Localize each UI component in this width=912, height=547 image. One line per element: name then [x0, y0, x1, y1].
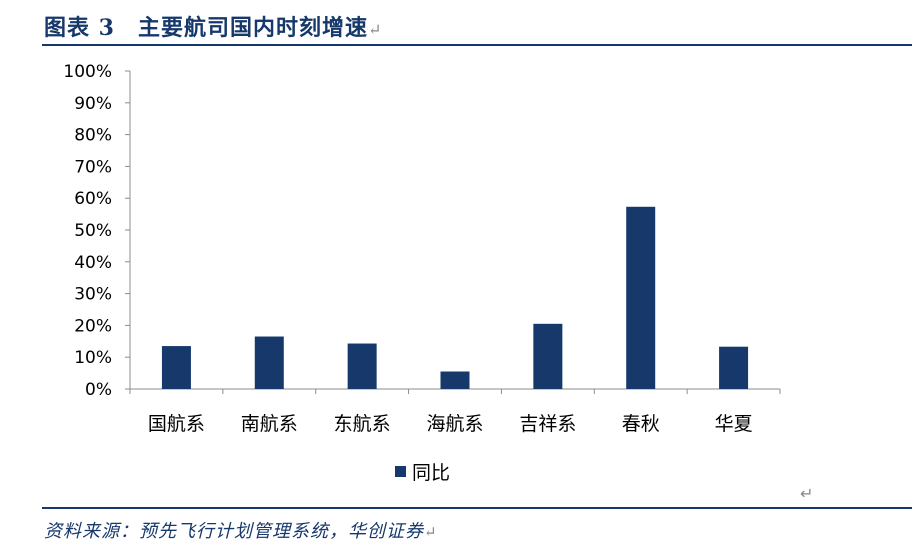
- y-tick-label: 10%: [74, 348, 112, 368]
- bar: [626, 206, 656, 389]
- y-tick-label: 50%: [74, 221, 112, 241]
- return-mark-icon: ↵: [800, 484, 814, 503]
- figure-title: 图表 3 主要航司国内时刻增速↵: [44, 10, 382, 42]
- y-tick-label: 40%: [74, 253, 112, 273]
- source-rule: [42, 507, 912, 509]
- bar: [533, 323, 563, 389]
- x-category-label: 海航系: [426, 413, 483, 435]
- bar: [440, 371, 470, 389]
- source-text: 资料来源：预先飞行计划管理系统，华创证券: [44, 521, 424, 542]
- y-tick-label: 30%: [74, 285, 112, 305]
- bar: [719, 346, 749, 389]
- y-tick-label: 80%: [74, 126, 112, 146]
- y-tick-label: 60%: [74, 189, 112, 209]
- y-tick-label: 20%: [74, 316, 112, 336]
- bar: [347, 343, 377, 389]
- return-mark-icon: ↵: [424, 523, 438, 541]
- title-rule: [42, 44, 912, 46]
- x-category-label: 国航系: [148, 413, 205, 435]
- x-category-label: 春秋: [622, 413, 660, 435]
- y-tick-label: 100%: [63, 62, 112, 82]
- x-category-label: 东航系: [334, 413, 391, 435]
- y-tick-label: 90%: [74, 94, 112, 114]
- x-category-label: 南航系: [241, 413, 298, 435]
- y-tick-label: 0%: [85, 380, 112, 400]
- figure-title-text: 图表 3 主要航司国内时刻增速: [44, 15, 368, 41]
- x-category-label: 华夏: [715, 413, 753, 435]
- bar: [254, 336, 284, 389]
- return-mark-icon: ↵: [367, 20, 383, 39]
- x-category-label: 吉祥系: [519, 413, 576, 435]
- legend-swatch: [395, 466, 406, 477]
- bar: [161, 346, 191, 389]
- source-note: 资料来源：预先飞行计划管理系统，华创证券↵: [44, 517, 438, 543]
- y-tick-label: 70%: [74, 157, 112, 177]
- legend-label: 同比: [412, 462, 450, 484]
